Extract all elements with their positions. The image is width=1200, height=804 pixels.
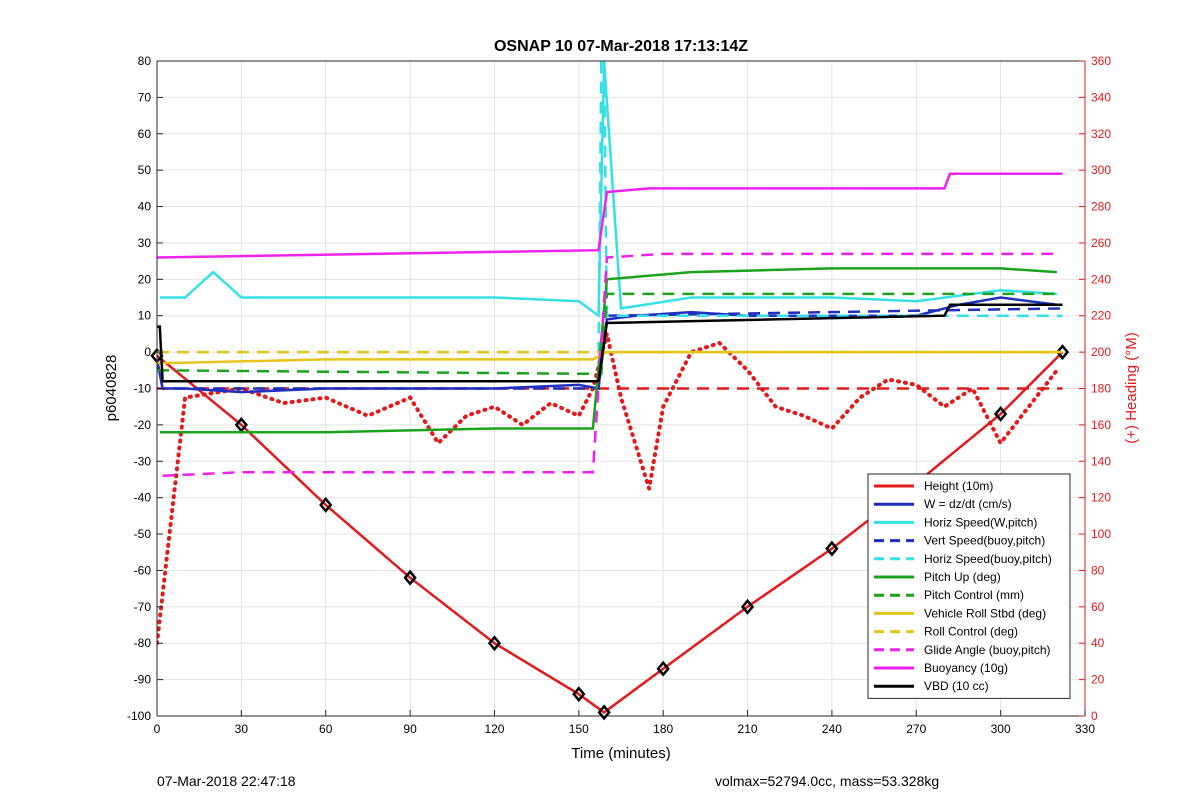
y-tick-label-left: -60: [134, 563, 152, 577]
plot-area: [150, 61, 1070, 721]
legend-label: Buoyancy (10g): [924, 661, 1008, 675]
x-axis-label: Time (minutes): [571, 745, 670, 762]
y-tick-label-left: -70: [134, 600, 152, 614]
y-tick-label-left: -10: [134, 382, 152, 396]
y-tick-label-right: 160: [1091, 418, 1111, 432]
legend-label: Horiz Speed(buoy,pitch): [924, 552, 1052, 566]
x-tick-label: 0: [154, 722, 161, 736]
y-tick-label-left: 80: [138, 54, 152, 68]
legend-label: Pitch Control (mm): [924, 588, 1024, 602]
series-line-3: [157, 307, 1063, 390]
y-tick-label-left: -50: [134, 527, 152, 541]
series-line-10: [157, 172, 1063, 259]
legend-label: VBD (10 cc): [924, 679, 989, 693]
height-marker: [319, 496, 333, 513]
heading-series: [157, 333, 1059, 646]
legend-label: W = dz/dt (cm/s): [924, 497, 1012, 511]
y-tick-label-right: 80: [1091, 563, 1105, 577]
y-tick-label-left: 70: [138, 90, 152, 104]
y-tick-label-right: 100: [1091, 527, 1111, 541]
y-tick-label-right: 20: [1091, 673, 1105, 687]
footer-timestamp: 07-Mar-2018 22:47:18: [157, 773, 296, 789]
y-tick-label-left: 0: [144, 345, 151, 359]
height-marker: [487, 635, 502, 652]
legend-label: Height (10m): [924, 479, 993, 493]
height-marker: [825, 540, 839, 557]
height-marker: [994, 406, 1008, 422]
height-marker: [403, 569, 417, 586]
chart-title: OSNAP 10 07-Mar-2018 17:13:14Z: [494, 38, 748, 55]
axes: 0 30 60 90 120 150 180 210 240 270 300 330807060504…: [127, 54, 1111, 736]
y-tick-label-right: 200: [1091, 345, 1111, 359]
y-tick-label-left: 10: [138, 309, 152, 323]
x-tick-label: 30: [235, 722, 249, 736]
x-tick-label: 180: [653, 722, 673, 736]
legend: Height (10m) W = dz/dt (cm/s) Horiz Speed(…: [867, 473, 1071, 699]
y-tick-label-left: -100: [127, 709, 151, 723]
y-tick-label-left: 50: [138, 163, 152, 177]
y-tick-label-right: 320: [1091, 127, 1111, 141]
y-tick-label-right: 180: [1091, 382, 1111, 396]
footer-vehicle-info: volmax=52794.0cc, mass=53.328kg: [715, 773, 940, 789]
series-line-11: [157, 303, 1063, 383]
legend-label: Horiz Speed(W,pitch): [924, 515, 1037, 529]
legend-label: Glide Angle (buoy,pitch): [924, 643, 1051, 657]
y-tick-label-right: 340: [1091, 90, 1111, 104]
y-tick-label-left: -40: [134, 491, 152, 505]
y-tick-label-left: -90: [134, 673, 152, 687]
series-line-2: [159, 61, 1057, 319]
x-tick-label: 330: [1075, 722, 1095, 736]
x-tick-label: 240: [822, 722, 842, 736]
y-tick-label-left: 30: [138, 236, 152, 250]
y-tick-label-right: 60: [1091, 600, 1105, 614]
y-tick-label-right: 360: [1091, 54, 1111, 68]
x-tick-label: 150: [569, 722, 589, 736]
y-tick-label-right: 260: [1091, 236, 1111, 250]
y-tick-label-right: 0: [1091, 709, 1098, 723]
x-tick-label: 300: [991, 722, 1011, 736]
y-tick-label-left: -30: [134, 454, 152, 468]
height-marker: [1055, 344, 1070, 361]
y-tick-label-right: 140: [1091, 454, 1111, 468]
y-tick-label-right: 300: [1091, 163, 1111, 177]
y-tick-label-left: 40: [138, 200, 152, 214]
x-tick-label: 90: [403, 722, 417, 736]
y-tick-label-left: 60: [138, 127, 152, 141]
legend-label: Roll Control (deg): [924, 625, 1018, 639]
y-tick-label-right: 280: [1091, 200, 1111, 214]
y-axis-label-left: p6040828: [103, 355, 120, 422]
x-tick-label: 120: [484, 722, 504, 736]
y-tick-label-left: 20: [138, 272, 152, 286]
height-marker: [572, 686, 586, 703]
y-tick-label-right: 40: [1091, 636, 1105, 650]
series-line-6: [157, 292, 1063, 376]
y-tick-label-right: 240: [1091, 272, 1111, 286]
series-line-9: [162, 252, 1057, 478]
height-marker: [597, 704, 611, 721]
legend-box: [867, 473, 1071, 699]
x-tick-label: 60: [319, 722, 333, 736]
x-tick-label: 270: [906, 722, 926, 736]
y-tick-label-left: -20: [134, 418, 152, 432]
height-marker: [656, 660, 670, 677]
y-tick-label-right: 120: [1091, 491, 1111, 505]
y-tick-label-left: -80: [134, 636, 152, 650]
legend-label: Pitch Up (deg): [924, 570, 1001, 584]
height-marker: [740, 598, 755, 615]
x-tick-label: 210: [738, 722, 758, 736]
legend-label: Vehicle Roll Stbd (deg): [924, 606, 1046, 620]
legend-label: Vert Speed(buoy,pitch): [924, 534, 1045, 548]
height-marker: [234, 416, 248, 433]
y-axis-label-right: (+) Heading (°M): [1123, 332, 1140, 443]
y-tick-label-right: 220: [1091, 309, 1111, 323]
